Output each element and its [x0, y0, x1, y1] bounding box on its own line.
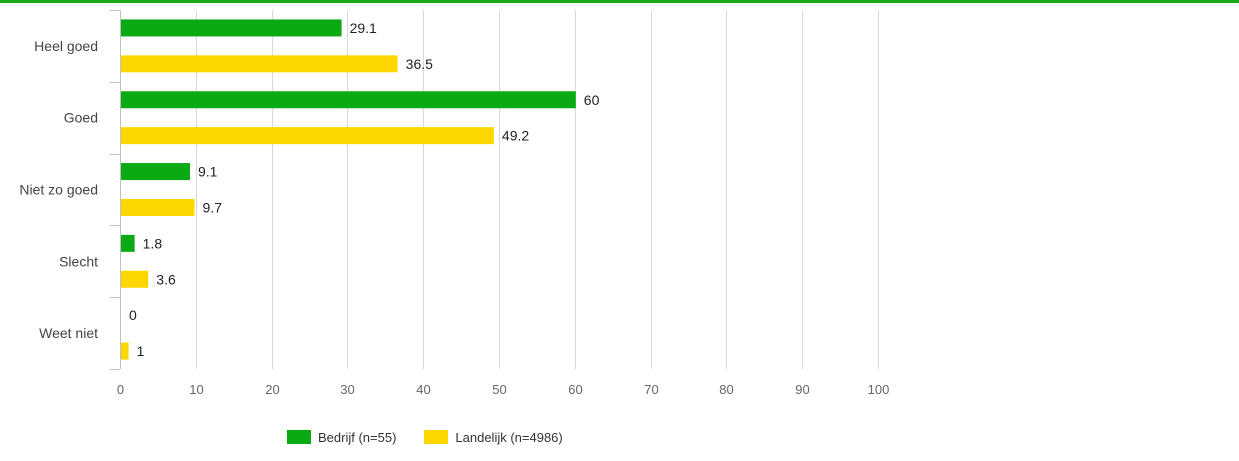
bar-value-label-bedrijf: 29.1 — [350, 20, 377, 36]
bar-bedrijf — [121, 19, 342, 37]
chart-legend: Bedrijf (n=55) Landelijk (n=4986) — [287, 428, 563, 446]
category-label: Niet zo goed — [19, 182, 98, 198]
bar-bedrijf — [121, 91, 576, 109]
bar-landelijk — [121, 270, 149, 288]
bar-landelijk — [121, 55, 398, 73]
bar-value-label-bedrijf: 0 — [129, 307, 137, 323]
x-tick-label: 50 — [492, 382, 506, 397]
x-tick-label: 10 — [189, 382, 203, 397]
category-label: Heel goed — [34, 38, 98, 54]
legend-item-landelijk[interactable]: Landelijk (n=4986) — [424, 429, 563, 445]
x-tick-label: 0 — [117, 382, 124, 397]
legend-swatch-bedrijf — [287, 430, 311, 444]
x-tick-label: 60 — [568, 382, 582, 397]
x-tick-label: 20 — [265, 382, 279, 397]
legend-swatch-landelijk — [424, 430, 449, 444]
bar-bedrijf — [121, 234, 135, 252]
bar-value-label-landelijk: 36.5 — [406, 56, 433, 72]
bar-landelijk — [121, 342, 129, 360]
x-tick-label: 40 — [416, 382, 430, 397]
bar-bedrijf — [121, 163, 190, 181]
category-label: Goed — [64, 110, 98, 126]
x-tick-label: 90 — [795, 382, 809, 397]
top-accent-line — [0, 0, 1239, 3]
bar-value-label-bedrijf: 60 — [584, 92, 600, 108]
category-label: Weet niet — [39, 325, 98, 341]
bar-value-label-landelijk: 3.6 — [156, 271, 176, 287]
bar-value-label-bedrijf: 9.1 — [198, 164, 218, 180]
x-tick-label: 80 — [719, 382, 733, 397]
x-tick-label: 100 — [868, 382, 890, 397]
x-tick-label: 30 — [340, 382, 354, 397]
bar-value-label-landelijk: 1 — [137, 343, 145, 359]
bar-landelijk — [121, 198, 195, 216]
bar-value-label-bedrijf: 1.8 — [143, 235, 163, 251]
legend-item-bedrijf[interactable]: Bedrijf (n=55) — [287, 430, 396, 445]
x-tick-label: 70 — [644, 382, 658, 397]
bar-value-label-landelijk: 9.7 — [203, 199, 223, 215]
legend-label-bedrijf: Bedrijf (n=55) — [318, 429, 397, 445]
legend-label-landelijk: Landelijk (n=4986) — [455, 429, 563, 445]
bar-landelijk — [121, 127, 494, 145]
bar-value-label-landelijk: 49.2 — [502, 128, 529, 144]
category-label: Slecht — [59, 253, 98, 269]
